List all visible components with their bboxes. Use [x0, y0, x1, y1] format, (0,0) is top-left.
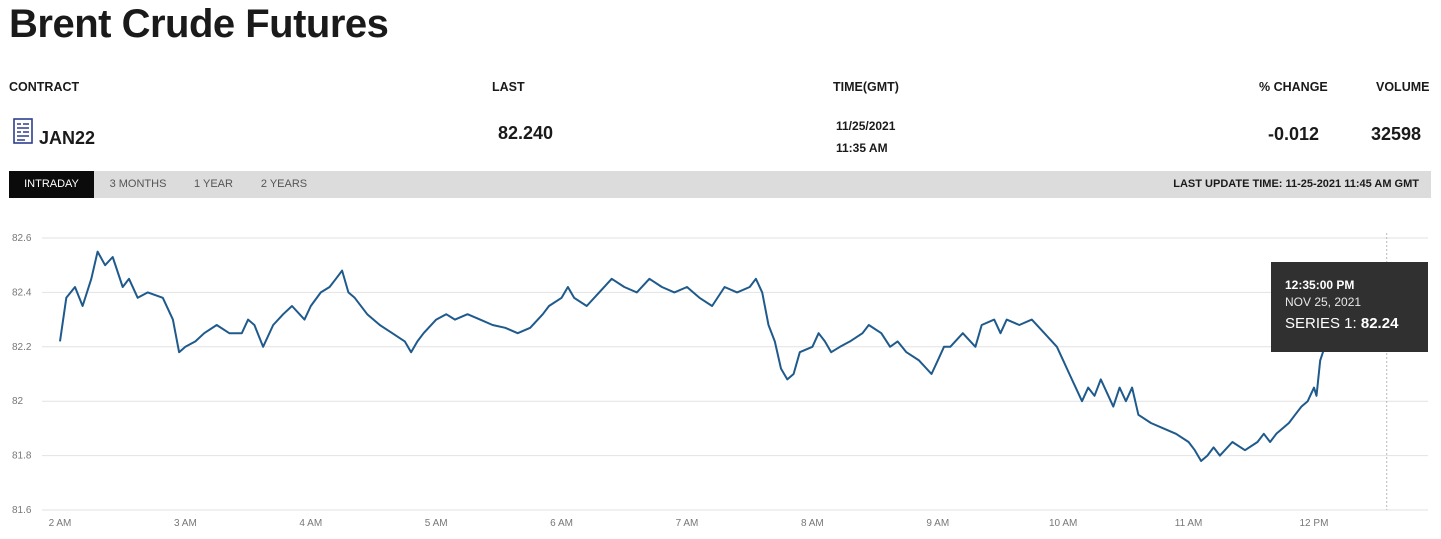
- change-header: % CHANGE: [1259, 80, 1328, 94]
- change-value: -0.012: [1268, 124, 1320, 144]
- last-header: LAST: [492, 80, 525, 94]
- x-tick-label: 6 AM: [550, 518, 573, 529]
- x-tick-label: 4 AM: [299, 518, 322, 529]
- x-tick-label: 5 AM: [425, 518, 448, 529]
- range-tab-bar: INTRADAY 3 MONTHS 1 YEAR 2 YEARS LAST UP…: [9, 171, 1431, 198]
- tooltip-date: NOV 25, 2021: [1285, 295, 1362, 309]
- x-tick-label: 2 AM: [49, 518, 72, 529]
- tooltip-series-label: SERIES 1:: [1285, 315, 1357, 332]
- chart-tooltip: 12:35:00 PM NOV 25, 2021 SERIES 1: 82.24: [1271, 262, 1428, 352]
- tab-1-year[interactable]: 1 YEAR: [194, 178, 233, 190]
- series-1-line: [59, 250, 1388, 462]
- tab-2-years[interactable]: 2 YEARS: [260, 178, 308, 190]
- y-tick-label: 82.6: [12, 233, 32, 244]
- time-header: TIME(GMT): [833, 80, 899, 94]
- contract-header: CONTRACT: [9, 80, 80, 94]
- x-tick-label: 8 AM: [801, 518, 824, 529]
- tooltip-series: SERIES 1: 82.24: [1285, 312, 1414, 336]
- x-tick-label: 12 PM: [1300, 518, 1329, 529]
- x-tick-label: 3 AM: [174, 518, 197, 529]
- chart-svg: 81.6 81.8 82 82.2 82.4 82.6 2 AM 3 AM 4 AM 5 AM 6 …: [12, 233, 1428, 529]
- y-tick-label: 81.6: [12, 505, 32, 516]
- time-clock: 11:35 AM: [836, 141, 888, 155]
- tooltip-time: 12:35:00 PM: [1285, 278, 1355, 292]
- tab-intraday[interactable]: INTRADAY: [9, 171, 94, 198]
- time-value: 11/25/2021 11:35 AM: [836, 115, 895, 159]
- time-date: 11/25/2021: [836, 119, 896, 133]
- tab-3-months[interactable]: 3 MONTHS: [109, 178, 167, 190]
- document-chart-icon[interactable]: [13, 118, 33, 144]
- x-tick-label: 10 AM: [1049, 518, 1077, 529]
- volume-value: 32598: [1371, 124, 1422, 144]
- x-tick-label: 11 AM: [1175, 518, 1203, 529]
- contract-value[interactable]: JAN22: [39, 128, 96, 148]
- volume-header: VOLUME: [1376, 80, 1430, 94]
- y-tick-label: 81.8: [12, 451, 32, 462]
- last-update-time: LAST UPDATE TIME: 11-25-2021 11:45 AM GM…: [1173, 178, 1419, 190]
- y-tick-label: 82.4: [12, 287, 32, 298]
- last-value: 82.240: [498, 123, 554, 143]
- intraday-chart[interactable]: 81.6 81.8 82 82.2 82.4 82.6 2 AM 3 AM 4 AM 5 AM 6 …: [0, 198, 1441, 539]
- y-tick-label: 82: [12, 396, 24, 407]
- tooltip-value: 82.24: [1360, 315, 1399, 332]
- y-tick-label: 82.2: [12, 342, 32, 353]
- x-tick-label: 9 AM: [926, 518, 949, 529]
- page-title: Brent Crude Futures: [9, 2, 389, 46]
- x-tick-label: 7 AM: [676, 518, 699, 529]
